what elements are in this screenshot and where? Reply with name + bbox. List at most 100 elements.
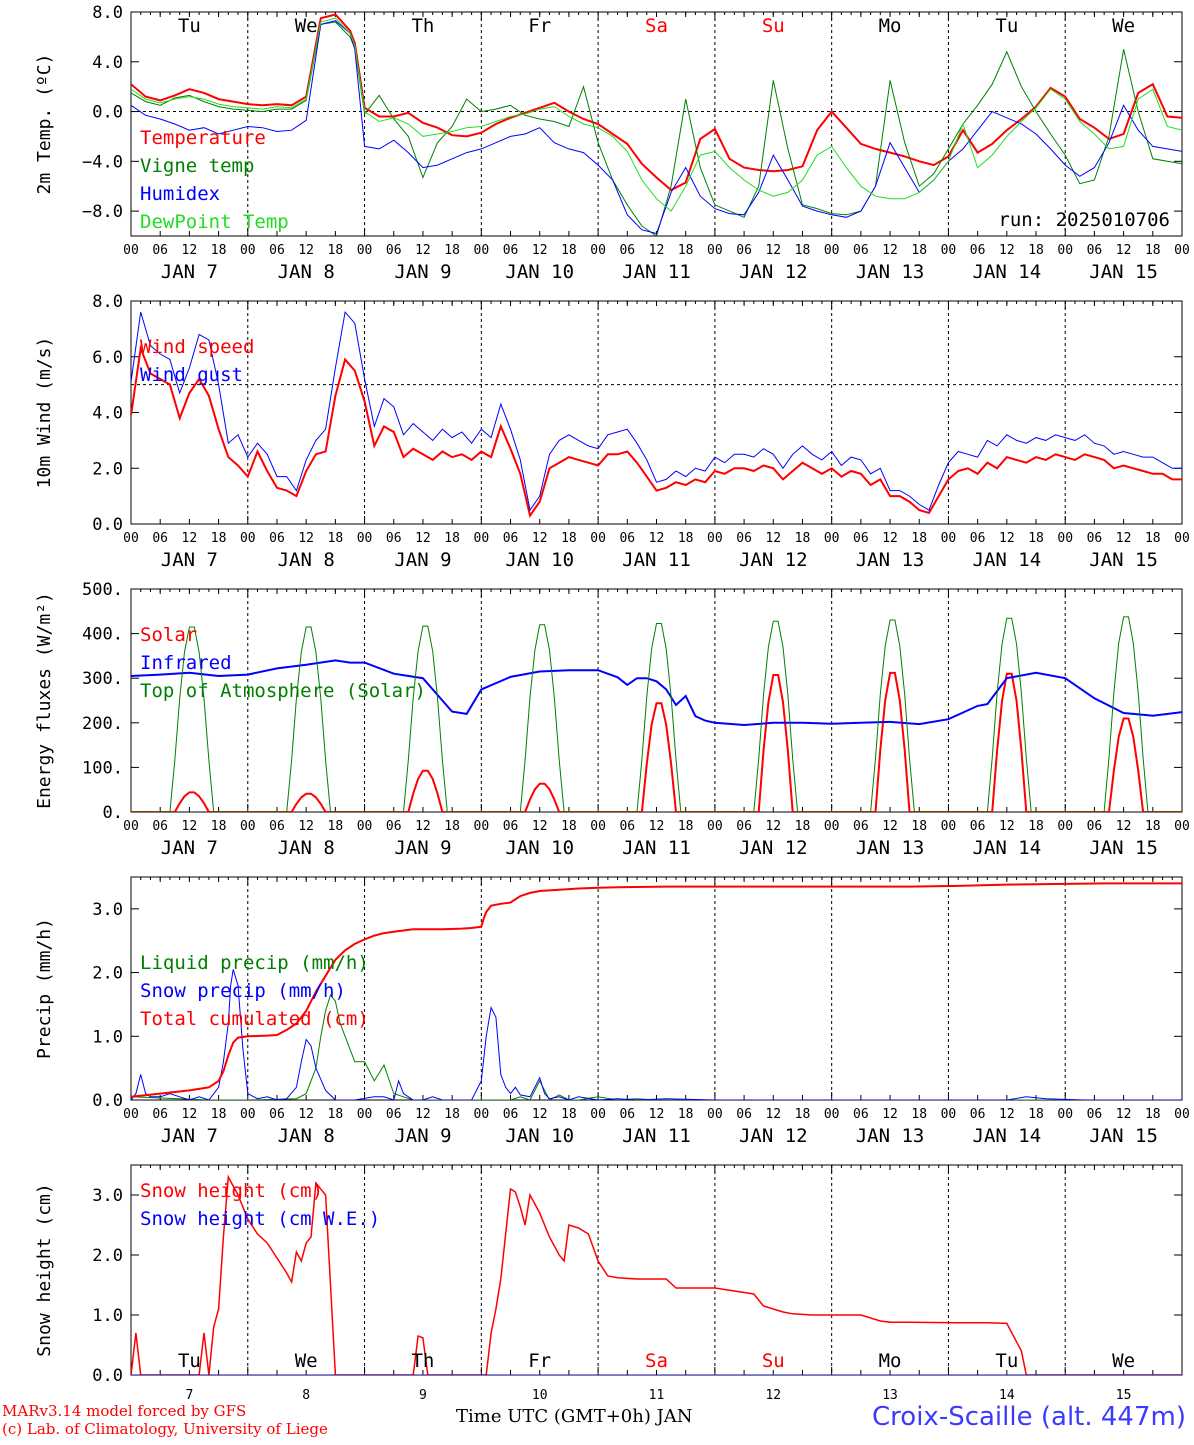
hour-label: 18 (1028, 531, 1044, 546)
hour-label: 12 (415, 531, 431, 546)
hour-label: 06 (152, 243, 168, 258)
hour-label: 00 (474, 1107, 490, 1122)
hour-label: 18 (561, 1107, 577, 1122)
hour-label: 18 (444, 819, 460, 834)
legend-entry: Solar (140, 624, 197, 646)
weekday-label: Su (762, 1350, 785, 1372)
hour-label: 06 (970, 819, 986, 834)
hour-label: 06 (269, 1107, 285, 1122)
y-tick-label: 1.0 (92, 1027, 123, 1047)
date-label: JAN 8 (278, 261, 335, 283)
y-axis-label: Precip (mm/h) (34, 918, 55, 1059)
hour-label: 18 (561, 243, 577, 258)
hour-label: 06 (386, 531, 402, 546)
hour-label: 06 (736, 531, 752, 546)
hour-label: 12 (532, 1107, 548, 1122)
hour-label: 00 (590, 1107, 606, 1122)
y-tick-label: 4.0 (92, 404, 123, 424)
hour-label: 06 (386, 243, 402, 258)
hour-label: 18 (911, 243, 927, 258)
weekday-label: Fr (528, 1350, 551, 1372)
series-total-cumulated-cm (131, 882, 1182, 1098)
weekday-label: Tu (995, 15, 1018, 37)
hour-label: 12 (182, 243, 198, 258)
day-number-label: 7 (185, 1388, 193, 1403)
weekday-label: Th (411, 15, 434, 37)
hour-label: 12 (765, 1107, 781, 1122)
hour-label: 00 (1057, 819, 1073, 834)
hour-label: 06 (1087, 243, 1103, 258)
hour-label: 18 (1028, 819, 1044, 834)
hour-label: 18 (328, 819, 344, 834)
date-label: JAN 9 (394, 549, 451, 571)
hour-label: 06 (503, 531, 519, 546)
hour-label: 00 (357, 1107, 373, 1122)
legend-entry: Snow precip (mm/h) (140, 980, 346, 1002)
hour-label: 06 (152, 819, 168, 834)
weekday-label: Mo (879, 15, 902, 37)
legend-entry: Total cumulated (cm) (140, 1008, 369, 1030)
date-label: JAN 14 (973, 261, 1042, 283)
hour-label: 00 (824, 1107, 840, 1122)
hour-label: 06 (619, 531, 635, 546)
hour-label: 00 (240, 1107, 256, 1122)
y-axis-label: Snow height (cm) (34, 1183, 55, 1356)
hour-label: 00 (240, 819, 256, 834)
hour-label: 12 (532, 531, 548, 546)
hour-label: 00 (590, 243, 606, 258)
date-label: JAN 11 (622, 549, 691, 571)
day-number-label: 14 (999, 1388, 1015, 1403)
hour-label: 18 (678, 819, 694, 834)
hour-label: 12 (649, 819, 665, 834)
date-label: JAN 9 (394, 261, 451, 283)
hour-label: 12 (999, 819, 1015, 834)
y-axis-label: 10m Wind (m/s) (34, 337, 55, 489)
hour-label: 00 (474, 819, 490, 834)
hour-label: 18 (1145, 531, 1161, 546)
y-axis-label: Energy fluxes (W/m²) (34, 592, 55, 809)
series-infrared (131, 659, 1182, 727)
y-tick-label: −4.0 (82, 152, 123, 172)
series-temperature (131, 13, 1182, 192)
hour-label: 12 (882, 531, 898, 546)
hour-label: 00 (590, 531, 606, 546)
series-wind-speed (131, 344, 1182, 519)
hour-label: 06 (1087, 1107, 1103, 1122)
weekday-label: Tu (178, 15, 201, 37)
legend-entry: Vigne temp (140, 155, 254, 177)
hour-label: 06 (1087, 531, 1103, 546)
series-solar (131, 671, 1182, 812)
y-tick-label: −8.0 (82, 202, 123, 222)
y-tick-label: 0.0 (92, 103, 123, 123)
y-tick-label: 2.0 (92, 459, 123, 479)
weekday-label: Sa (645, 15, 668, 37)
day-number-label: 9 (419, 1388, 427, 1403)
hour-label: 18 (795, 531, 811, 546)
hour-label: 06 (503, 819, 519, 834)
weekday-label: Tu (178, 1350, 201, 1372)
hour-label: 06 (152, 1107, 168, 1122)
series-dewpoint-temp (131, 17, 1182, 212)
series-top-of-atmosphere-solar (131, 616, 1182, 812)
date-label: JAN 13 (856, 1125, 925, 1147)
hour-label: 18 (328, 531, 344, 546)
day-number-label: 10 (532, 1388, 548, 1403)
hour-label: 12 (649, 1107, 665, 1122)
date-label: JAN 7 (161, 261, 218, 283)
station-title: Croix-Scaille (alt. 447m) (872, 1402, 1186, 1432)
date-label: JAN 14 (973, 837, 1042, 859)
y-tick-label: 400. (82, 625, 123, 645)
series-humidex (131, 20, 1182, 235)
legend-entry: Top of Atmosphere (Solar) (140, 680, 426, 702)
legend-entry: Liquid precip (mm/h) (140, 952, 369, 974)
hour-label: 12 (415, 819, 431, 834)
hour-label: 00 (1174, 819, 1190, 834)
hour-label: 12 (882, 1107, 898, 1122)
hour-label: 00 (707, 531, 723, 546)
hour-label: 06 (152, 531, 168, 546)
hour-label: 18 (444, 1107, 460, 1122)
date-label: JAN 7 (161, 549, 218, 571)
hour-label: 06 (853, 819, 869, 834)
legend-entry: Humidex (140, 183, 220, 205)
